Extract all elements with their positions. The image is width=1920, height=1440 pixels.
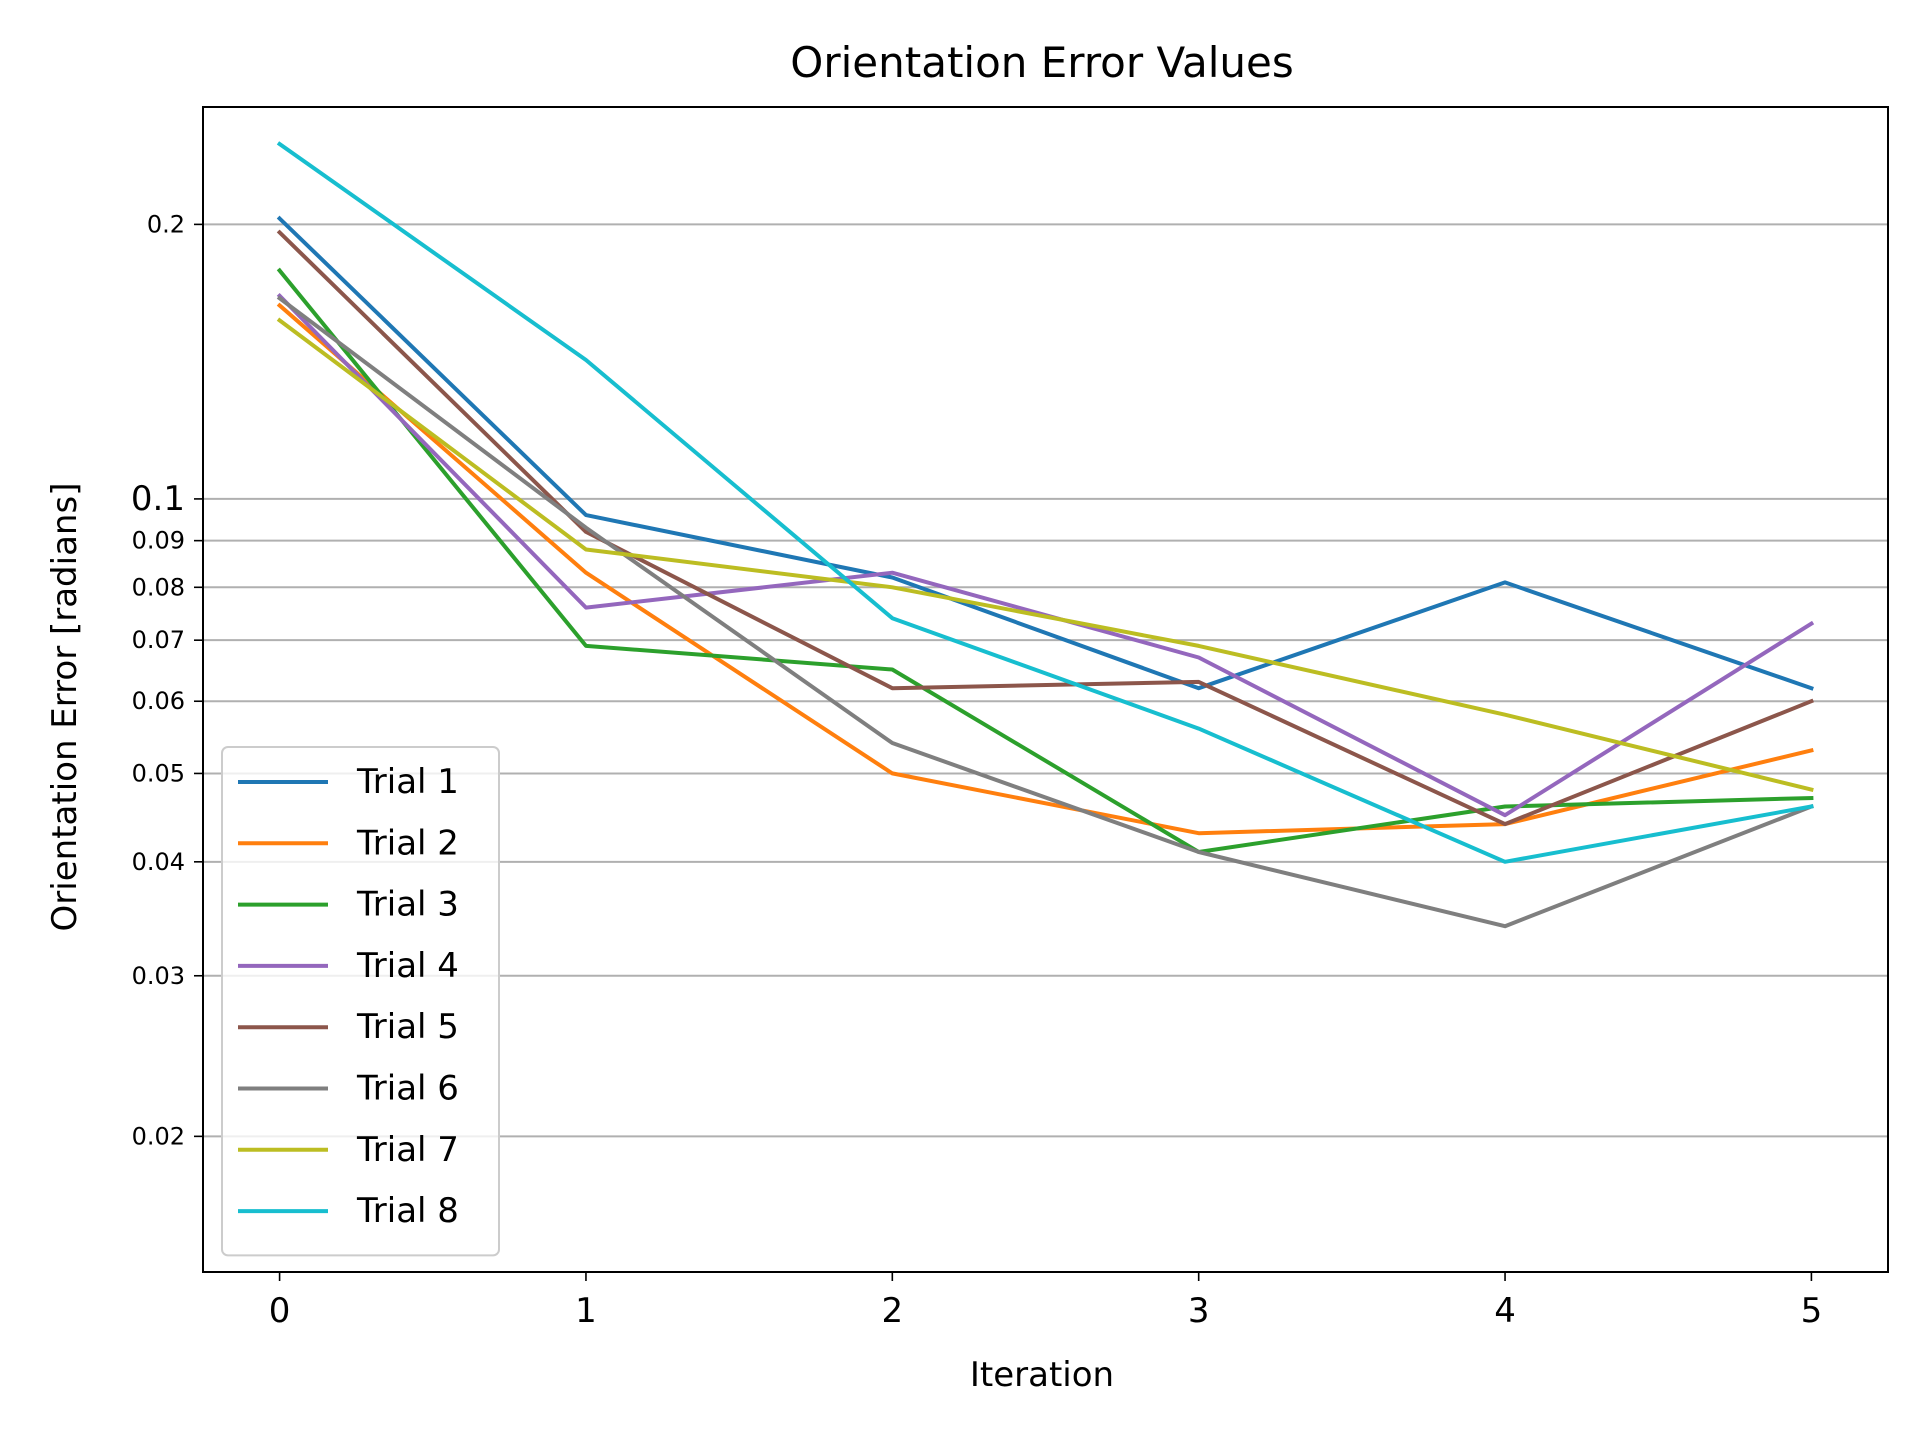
- x-axis-ticks: 0 1 2 3 4 5: [269, 1272, 1822, 1331]
- y-tick-label: 0.08: [132, 573, 185, 601]
- y-tick-label: 0.04: [132, 848, 185, 876]
- y-tick-label: 0.2: [147, 210, 185, 238]
- series-line-trial-4: [276, 292, 1815, 818]
- series-line-trial-3: [276, 267, 1814, 854]
- legend: Trial 1 Trial 2 Trial 3 Trial 4 Trial 5 Trial…: [221, 746, 500, 1257]
- plot-frame: [202, 106, 1889, 1273]
- series-line-trial-7: [276, 317, 1814, 793]
- y-tick-label: 0.1: [131, 479, 185, 519]
- legend-label: Trial 4: [356, 946, 459, 986]
- x-tick-label: 3: [1188, 1291, 1210, 1331]
- x-tick-label: 1: [575, 1291, 597, 1331]
- series-line-trial-2: [276, 302, 1814, 836]
- legend-box: [221, 746, 500, 1257]
- y-tick-label: 0.03: [132, 962, 185, 990]
- legend-label: Trial 2: [356, 823, 459, 863]
- legend-label: Trial 5: [356, 1007, 459, 1047]
- series-lines: [276, 141, 1815, 929]
- y-tick-label: 0.05: [132, 759, 185, 787]
- x-tick-label: 4: [1494, 1291, 1516, 1331]
- x-tick-label: 0: [269, 1291, 291, 1331]
- legend-label: Trial 8: [356, 1191, 459, 1231]
- x-tick-label: 5: [1801, 1291, 1823, 1331]
- y-axis-ticks: 0.02 0.03 0.04 0.05 0.06 0.07 0.08 0.09 0.1 0.2: [131, 210, 203, 1150]
- legend-label: Trial 7: [356, 1130, 459, 1170]
- y-tick-label: 0.09: [132, 527, 185, 555]
- y-tick-label: 0.02: [132, 1122, 185, 1150]
- series-line-trial-1: [276, 215, 1814, 691]
- x-tick-label: 2: [881, 1291, 903, 1331]
- series-line-trial-6: [276, 295, 1814, 929]
- y-tick-label: 0.06: [132, 687, 185, 715]
- x-axis-label: Iteration: [970, 1355, 1114, 1395]
- series-line-trial-8: [276, 141, 1814, 864]
- legend-label: Trial 1: [356, 762, 459, 802]
- y-axis-label: Orientation Error [radians]: [45, 483, 85, 932]
- chart-title: Orientation Error Values: [790, 38, 1293, 87]
- legend-label: Trial 6: [356, 1069, 459, 1109]
- legend-label: Trial 3: [356, 885, 459, 925]
- y-tick-label: 0.07: [132, 626, 185, 654]
- series-line-trial-5: [276, 229, 1815, 827]
